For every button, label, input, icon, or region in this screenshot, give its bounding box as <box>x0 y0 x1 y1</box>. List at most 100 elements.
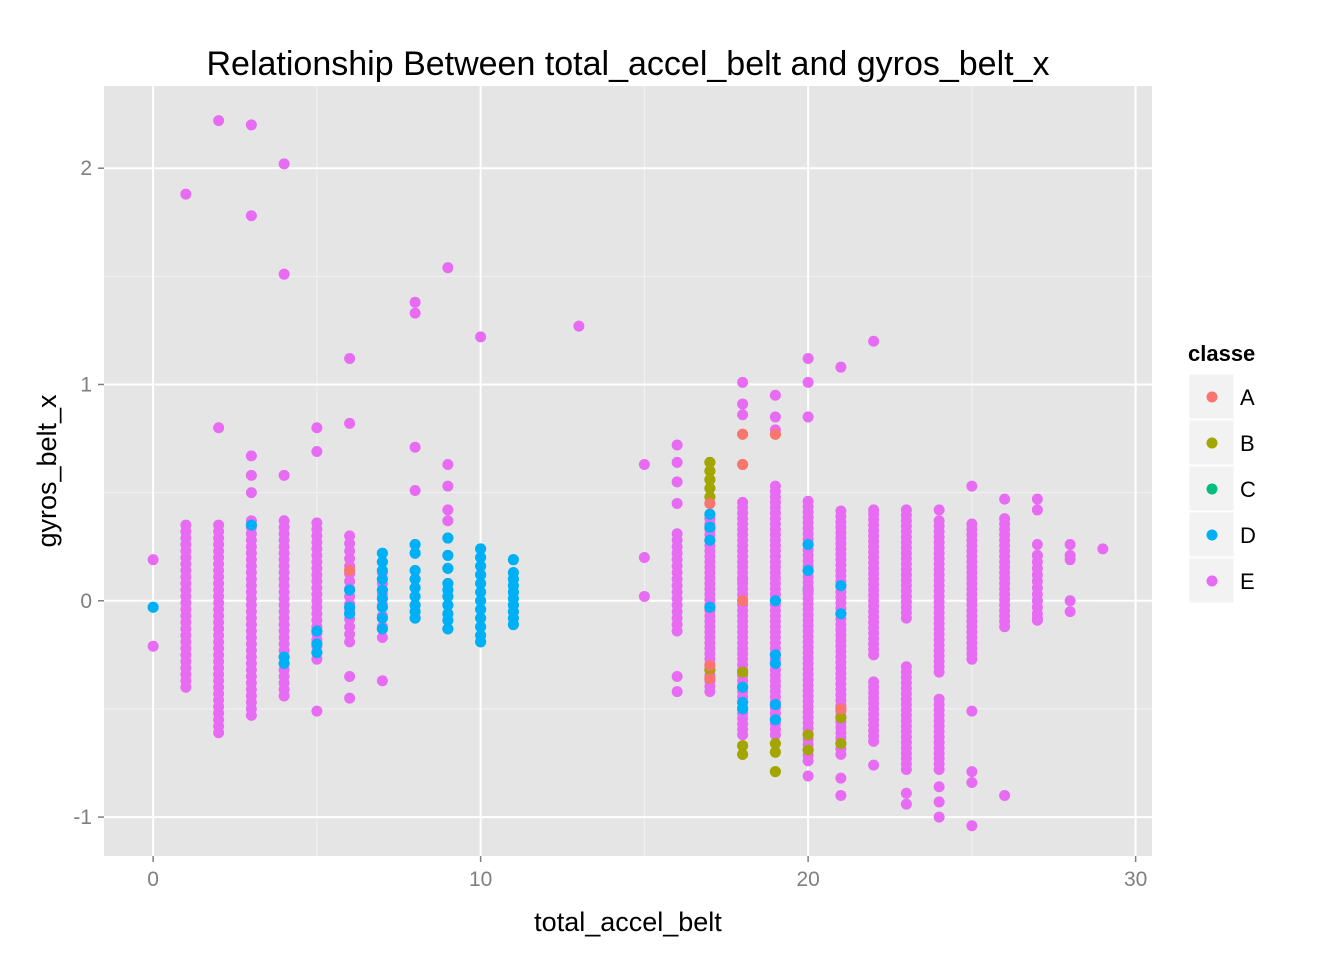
data-point <box>213 115 225 127</box>
y-tick-label: -1 <box>73 806 92 829</box>
data-point <box>1064 539 1076 551</box>
data-point <box>442 549 454 561</box>
legend-label: D <box>1240 523 1256 548</box>
data-point <box>442 623 454 635</box>
data-point <box>802 564 814 576</box>
data-point <box>311 647 323 659</box>
data-point <box>376 632 388 644</box>
data-point <box>966 820 978 832</box>
data-point <box>245 487 257 499</box>
data-point <box>409 590 421 602</box>
data-point <box>376 573 388 585</box>
axis-ticks: 0 10 20 30 -1 0 1 2 <box>73 157 1147 891</box>
data-point <box>409 582 421 594</box>
data-point <box>868 676 880 688</box>
data-point <box>835 505 847 517</box>
data-point <box>475 595 487 607</box>
data-point <box>1031 595 1043 607</box>
data-point <box>769 766 781 778</box>
data-point <box>344 636 356 648</box>
data-point <box>737 666 749 678</box>
data-point <box>737 740 749 752</box>
data-point <box>376 623 388 635</box>
legend-label: C <box>1240 477 1256 502</box>
chart-title: Relationship Between total_accel_belt an… <box>207 45 1050 83</box>
data-point <box>671 439 683 451</box>
data-point <box>245 519 257 531</box>
data-point <box>442 480 454 492</box>
data-point <box>933 796 945 808</box>
data-point <box>376 547 388 559</box>
data-point <box>376 593 388 605</box>
data-point <box>147 640 159 652</box>
data-point <box>376 675 388 687</box>
data-point <box>671 686 683 698</box>
data-point <box>900 798 912 810</box>
data-point <box>344 530 356 542</box>
data-point <box>376 612 388 624</box>
data-point <box>245 450 257 462</box>
data-point <box>769 411 781 423</box>
data-point <box>442 459 454 471</box>
data-point <box>704 456 716 468</box>
data-point <box>769 738 781 750</box>
data-point <box>999 789 1011 801</box>
data-point <box>835 789 847 801</box>
data-point <box>737 459 749 471</box>
data-point <box>442 562 454 574</box>
data-point <box>802 376 814 388</box>
legend-label: A <box>1240 385 1255 410</box>
data-point <box>802 353 814 365</box>
legend-swatch <box>1206 483 1218 495</box>
data-point <box>704 482 716 494</box>
data-point <box>147 554 159 566</box>
data-point <box>933 504 945 516</box>
data-point <box>442 262 454 274</box>
data-point <box>475 612 487 624</box>
data-point <box>835 738 847 750</box>
data-point <box>868 759 880 771</box>
data-point <box>769 746 781 758</box>
data-point <box>1064 606 1076 618</box>
data-point <box>442 515 454 527</box>
x-tick-label: 20 <box>796 868 819 891</box>
data-point <box>1031 539 1043 551</box>
data-point <box>311 705 323 717</box>
data-point <box>737 748 749 760</box>
data-point <box>704 601 716 613</box>
data-point <box>1064 554 1076 566</box>
data-point <box>442 504 454 516</box>
data-point <box>835 703 847 715</box>
data-point <box>966 518 978 530</box>
data-point <box>344 564 356 576</box>
data-point <box>507 554 519 566</box>
data-point <box>900 504 912 516</box>
data-point <box>802 770 814 782</box>
data-point <box>475 577 487 589</box>
legend-label: E <box>1240 569 1255 594</box>
data-point <box>999 493 1011 505</box>
data-point <box>671 476 683 488</box>
data-point <box>638 552 650 564</box>
data-point <box>638 459 650 471</box>
data-point <box>344 584 356 596</box>
data-point <box>835 772 847 784</box>
data-point <box>278 515 290 527</box>
data-point <box>835 580 847 592</box>
data-point <box>475 621 487 633</box>
data-point <box>475 603 487 615</box>
data-point <box>344 670 356 682</box>
data-point <box>638 590 650 602</box>
legend-key <box>1188 465 1235 512</box>
data-point <box>344 545 356 557</box>
data-point <box>344 553 356 565</box>
data-point <box>1031 549 1043 561</box>
data-point <box>933 693 945 705</box>
data-point <box>737 496 749 508</box>
data-point <box>704 465 716 477</box>
y-tick-label: 1 <box>80 373 92 396</box>
data-point <box>376 584 388 596</box>
data-point <box>737 703 749 715</box>
